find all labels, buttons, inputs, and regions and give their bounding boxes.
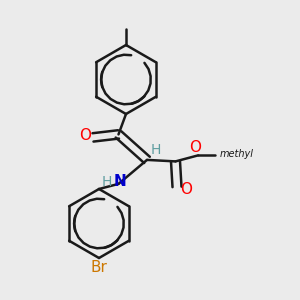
Text: O: O: [180, 182, 192, 197]
Text: O: O: [80, 128, 92, 143]
Text: H: H: [151, 143, 161, 157]
Text: Br: Br: [91, 260, 107, 275]
Text: O: O: [189, 140, 201, 154]
Text: N: N: [114, 174, 126, 189]
Text: H: H: [102, 175, 112, 188]
Text: methyl: methyl: [220, 149, 254, 159]
